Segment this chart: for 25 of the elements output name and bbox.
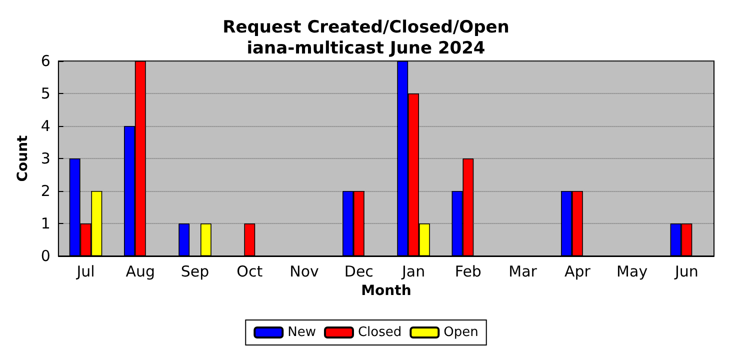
x-tick-label: Jun: [674, 262, 698, 280]
y-tick-label: 4: [40, 117, 50, 135]
legend-label: New: [288, 325, 316, 340]
x-tick-label: Dec: [344, 262, 374, 280]
legend-label: Closed: [358, 325, 402, 340]
x-tick-label: Oct: [236, 262, 263, 280]
y-tick-label: 2: [40, 182, 50, 200]
x-axis-title: Month: [361, 283, 412, 299]
y-tick-label: 6: [40, 52, 50, 70]
x-tick-label: Mar: [508, 262, 538, 280]
x-tick-label: Aug: [126, 262, 156, 280]
x-tick-label: Feb: [454, 262, 482, 280]
x-tick-label: Jan: [400, 262, 426, 280]
x-tick-label: Nov: [290, 262, 320, 280]
y-tick-label: 5: [40, 84, 50, 102]
x-tick-label: Jul: [76, 262, 95, 280]
y-tick-label: 1: [40, 214, 50, 232]
chart-title: Request Created/Closed/Open iana-multicast June 2024: [222, 18, 510, 58]
x-tick-label: Apr: [564, 262, 592, 280]
y-axis-title: Count: [15, 134, 31, 182]
y-tick-label: 0: [40, 247, 50, 265]
y-tick-label: 3: [40, 150, 50, 168]
legend-label: Open: [444, 325, 478, 340]
x-tick-label: May: [616, 262, 648, 280]
x-tick-label: Sep: [180, 262, 210, 280]
